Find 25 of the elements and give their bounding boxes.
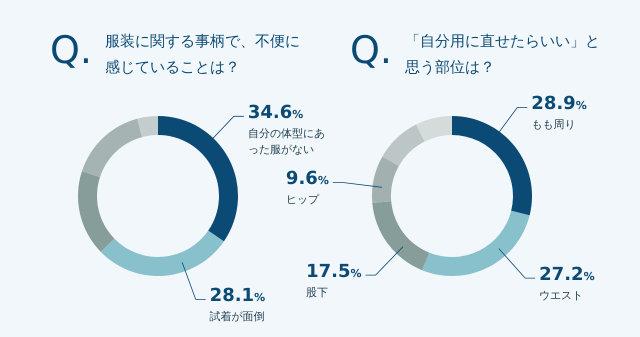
data-label: 9.6%	[286, 168, 329, 192]
donut-slice	[372, 201, 430, 270]
donut-slice	[100, 230, 224, 276]
slice-label: 自分の体型にあった服がない	[248, 126, 326, 158]
data-label: 34.6%	[248, 102, 304, 126]
data-label: 27.2%	[539, 264, 595, 288]
donut-slice	[416, 116, 452, 142]
data-label: 28.1%	[210, 285, 266, 308]
slice-label: ウエスト	[539, 288, 584, 304]
chart-title: 服装に関する事柄で、不便に感じていることは？	[105, 31, 301, 78]
slice-label: ヒップ	[286, 192, 320, 208]
slice-label: もも周り	[531, 117, 576, 134]
text: Q.	[350, 28, 392, 72]
donut-slice	[82, 118, 142, 178]
text: Q.	[50, 28, 92, 72]
donut-slice	[372, 156, 399, 204]
donut-slice	[422, 210, 530, 276]
donut-slice	[382, 124, 425, 166]
chart-title: 「自分用に直せたらいい」と思う部位は？	[405, 31, 601, 78]
slice-label: 股下	[306, 285, 330, 302]
data-label: 17.5%	[306, 261, 362, 284]
data-label: 28.9%	[531, 93, 587, 116]
donut-slice	[137, 116, 158, 138]
donut-slice	[78, 171, 114, 252]
slice-label: 試着が面倒	[210, 309, 266, 326]
